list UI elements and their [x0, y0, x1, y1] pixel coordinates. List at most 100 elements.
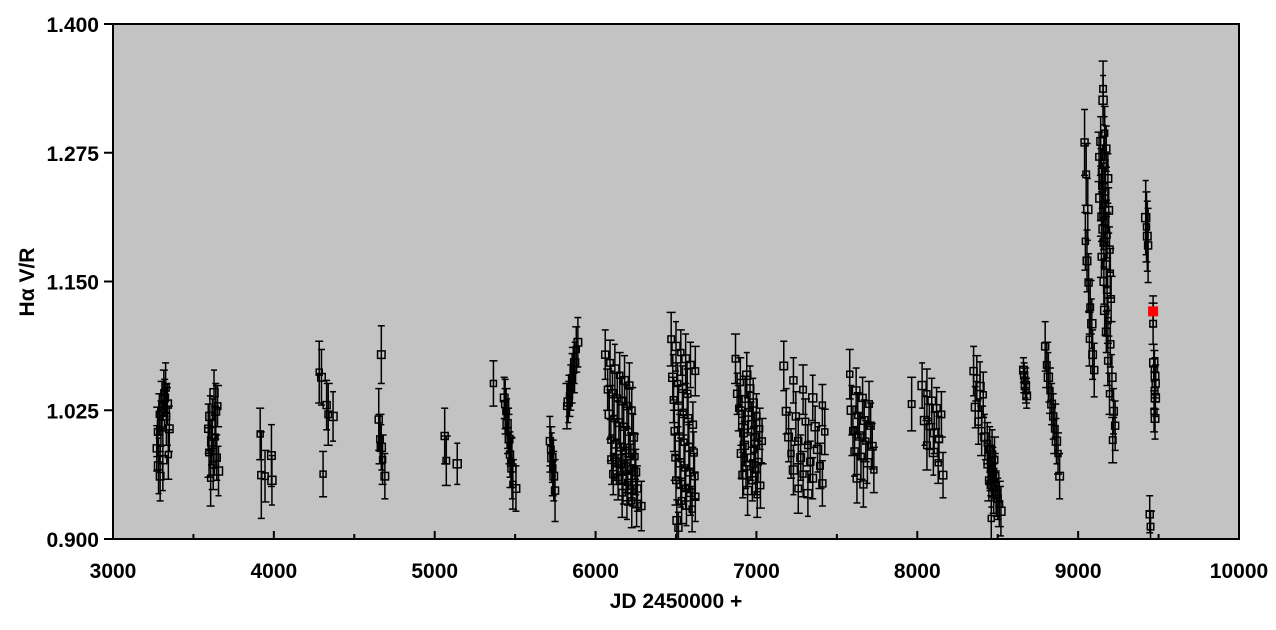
- open-square-marker: [865, 400, 874, 409]
- open-square-marker: [1109, 406, 1119, 416]
- data-point: [1145, 494, 1154, 534]
- data-point: [793, 463, 803, 514]
- open-square-marker: [632, 499, 642, 509]
- open-square-marker: [851, 386, 861, 396]
- open-square-marker: [547, 452, 557, 463]
- open-square-marker: [546, 445, 555, 454]
- y-tick-label: 1.275: [46, 143, 99, 166]
- open-square-marker: [511, 484, 521, 494]
- open-square-marker: [779, 361, 789, 371]
- open-square-marker: [746, 419, 757, 430]
- open-square-marker: [452, 459, 462, 469]
- open-square-marker: [679, 408, 687, 417]
- open-square-marker: [850, 447, 859, 456]
- open-square-marker: [256, 430, 264, 438]
- open-square-marker: [671, 453, 680, 462]
- open-square-marker: [796, 453, 806, 463]
- open-square-marker: [211, 406, 221, 416]
- data-point: [907, 376, 917, 432]
- data-point: [996, 485, 1006, 537]
- data-point: [256, 407, 265, 461]
- open-square-marker: [1097, 167, 1106, 176]
- open-square-marker: [852, 473, 862, 483]
- axis-ticks: [104, 23, 1240, 540]
- x-tick-label: 8000: [894, 560, 941, 583]
- open-square-marker: [845, 370, 854, 378]
- open-square-marker: [1089, 365, 1099, 375]
- data-point: [547, 432, 557, 484]
- data-point: [489, 360, 498, 407]
- data-point: [1080, 108, 1089, 177]
- open-square-marker: [1104, 316, 1112, 325]
- data-point: [922, 419, 932, 471]
- data-point: [376, 325, 386, 385]
- open-square-marker: [162, 399, 173, 409]
- x-tick-label: 10000: [1210, 560, 1268, 583]
- open-square-marker: [1142, 223, 1151, 231]
- data-point: [852, 452, 862, 504]
- open-square-marker: [600, 350, 610, 359]
- data-point: [637, 480, 646, 532]
- open-square-marker: [267, 475, 277, 486]
- open-square-marker: [1101, 218, 1110, 227]
- data-point: [607, 434, 617, 486]
- open-square-marker: [212, 453, 222, 462]
- open-square-marker: [376, 350, 386, 360]
- open-square-marker: [818, 401, 827, 409]
- open-square-marker: [781, 406, 791, 416]
- open-square-marker: [807, 393, 818, 403]
- open-square-marker: [669, 395, 678, 404]
- data-point: [808, 456, 818, 500]
- open-square-marker: [856, 452, 865, 461]
- y-tick-label: 0.900: [46, 529, 99, 552]
- data-point: [213, 384, 223, 428]
- data-point: [1097, 147, 1106, 195]
- open-square-marker: [504, 427, 512, 435]
- data-point: [1108, 416, 1118, 464]
- open-square-marker: [1095, 152, 1104, 161]
- data-point: [573, 316, 583, 368]
- open-square-marker: [1082, 170, 1091, 179]
- open-square-marker: [155, 471, 165, 481]
- highlighted-data-point: [1148, 295, 1159, 328]
- open-square-marker: [376, 442, 387, 453]
- open-square-marker: [799, 470, 807, 478]
- open-square-marker: [628, 432, 639, 442]
- open-square-marker: [681, 354, 691, 364]
- data-point: [374, 387, 383, 452]
- open-square-marker: [996, 506, 1006, 516]
- open-square-marker: [374, 415, 383, 424]
- data-point: [794, 417, 803, 465]
- open-square-marker: [1108, 436, 1117, 445]
- open-square-marker: [1082, 256, 1092, 266]
- open-square-marker: [736, 449, 746, 459]
- open-square-marker: [907, 400, 916, 409]
- open-square-marker: [979, 391, 987, 399]
- open-square-marker: [1142, 231, 1152, 241]
- data-point: [803, 470, 813, 518]
- open-square-marker: [858, 393, 867, 403]
- open-square-marker: [1100, 129, 1109, 137]
- data-point: [738, 451, 748, 499]
- x-tick-label: 3000: [90, 560, 137, 583]
- open-square-marker: [604, 409, 614, 420]
- open-square-marker: [859, 480, 868, 489]
- data-point: [550, 458, 560, 523]
- open-square-marker: [213, 466, 224, 476]
- open-square-marker: [160, 393, 170, 403]
- open-square-marker: [1103, 174, 1113, 183]
- open-square-marker: [504, 434, 514, 444]
- open-square-marker: [691, 367, 700, 376]
- data-point: [158, 428, 168, 492]
- open-square-marker: [1105, 390, 1114, 398]
- x-tick-label: 7000: [733, 560, 780, 583]
- open-square-marker: [316, 372, 326, 382]
- open-square-marker: [732, 389, 742, 399]
- data-point: [845, 348, 854, 400]
- open-square-marker: [1098, 95, 1108, 105]
- open-square-marker: [324, 410, 333, 419]
- open-square-marker: [1087, 318, 1097, 329]
- data-point: [212, 434, 222, 482]
- data-point: [789, 356, 798, 404]
- data-point: [1105, 226, 1114, 273]
